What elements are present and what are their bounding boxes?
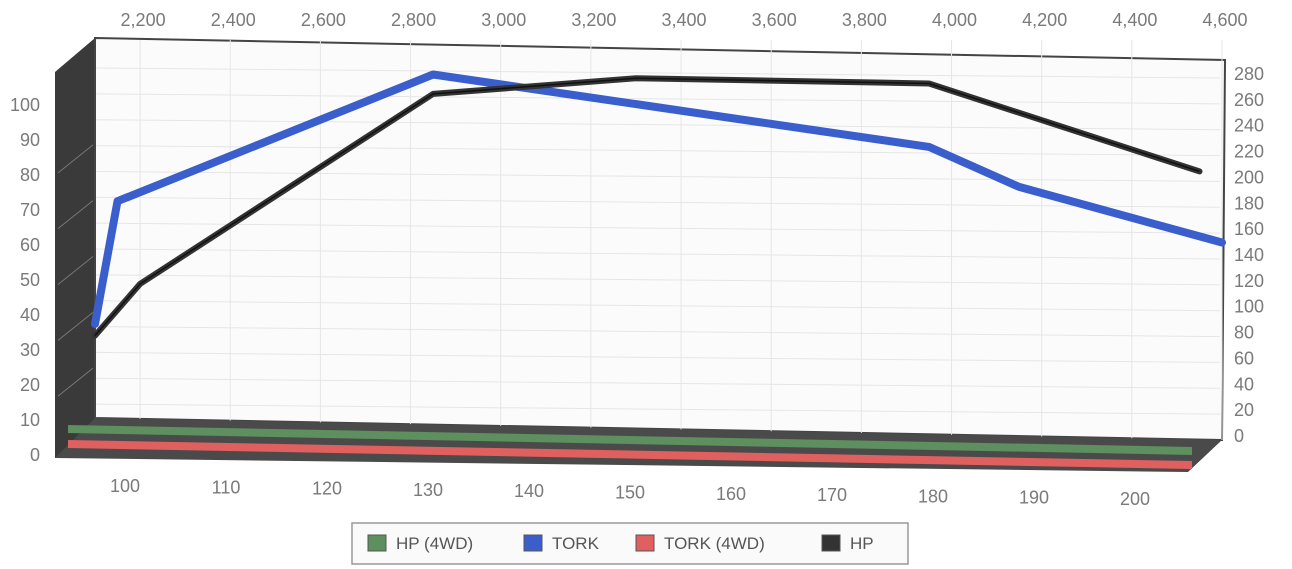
legend-label-tork-4wd: TORK (4WD): [664, 534, 765, 553]
bottom-axis-tick-label: 160: [716, 484, 746, 504]
right-axis-tick-label: 180: [1234, 193, 1264, 213]
left-axis-ticks: 0 10 20 30 40 50 60 70 80 90 100: [10, 95, 40, 465]
left-axis-tick-label: 60: [20, 235, 40, 255]
grid-line-horizontal: [95, 326, 1221, 338]
left-axis-tick-label: 90: [20, 130, 40, 150]
series-ribbon-hp-4wd: [68, 425, 1192, 455]
top-axis-tick-label: 3,800: [842, 10, 887, 30]
legend-label-hp: HP: [850, 534, 874, 553]
legend-swatch-hp: [821, 534, 841, 552]
grid-line-horizontal: [95, 300, 1221, 312]
bottom-axis-tick-label: 110: [212, 477, 241, 497]
top-axis-tick-label: 4,400: [1112, 10, 1157, 30]
top-axis-tick-label: 4,200: [1022, 10, 1067, 30]
right-axis-ticks: 0 20 40 60 80 100 120 140 160 180 200 220 240 260 280: [1234, 64, 1264, 446]
bottom-axis-tick-label: 130: [413, 480, 443, 500]
legend-label-tork: TORK: [552, 534, 600, 553]
flat-series: [68, 425, 1192, 469]
series-line-tork: [91, 70, 1226, 328]
grid-line-horizontal: [95, 196, 1221, 208]
legend-swatch-tork-4wd: [635, 534, 655, 552]
top-axis-tick-label: 4,600: [1202, 10, 1247, 30]
top-axis-tick-label: 3,600: [752, 10, 797, 30]
right-axis-tick-label: 100: [1234, 297, 1264, 317]
right-axis-tick-label: 240: [1234, 116, 1264, 136]
left-wall-grid: [57, 311, 94, 341]
left-axis-tick-label: 40: [20, 305, 40, 325]
bottom-axis-tick-label: 120: [312, 479, 342, 499]
bottom-axis-tick-label: 140: [514, 481, 544, 501]
grid-line-horizontal: [95, 170, 1221, 182]
bottom-axis-tick-label: 180: [918, 486, 948, 506]
left-wall: [55, 38, 95, 458]
legend-swatch-tork: [523, 534, 543, 552]
series-lines: [91, 70, 1226, 339]
top-axis-tick-label: 3,200: [571, 10, 616, 30]
left-axis-tick-label: 20: [20, 375, 40, 395]
right-axis-tick-label: 260: [1234, 90, 1264, 110]
grid-lines: [57, 40, 1223, 440]
grid-line-horizontal: [95, 67, 1221, 79]
left-wall-grid: [57, 200, 94, 230]
top-axis-tick-label: 4,000: [932, 10, 977, 30]
grid-line-horizontal: [95, 403, 1221, 415]
legend-swatch-hp-4wd: [367, 534, 387, 552]
left-axis-tick-label: 80: [20, 165, 40, 185]
right-axis-tick-label: 200: [1234, 167, 1264, 187]
right-axis-tick-label: 80: [1234, 323, 1254, 343]
top-axis-tick-label: 3,000: [481, 10, 526, 30]
series-ribbon-tork-4wd: [68, 440, 1192, 469]
grid-line-horizontal: [95, 377, 1221, 389]
right-axis-tick-label: 280: [1234, 64, 1264, 84]
grid-line-horizontal: [95, 119, 1221, 131]
left-axis-tick-label: 10: [20, 410, 40, 430]
top-axis-tick-label: 2,200: [121, 10, 166, 30]
bottom-axis-tick-label: 170: [817, 485, 847, 505]
left-axis-tick-label: 0: [30, 445, 40, 465]
bottom-axis-tick-label: 190: [1019, 488, 1049, 508]
series-line-hp-edge: [94, 77, 1200, 337]
left-axis-tick-label: 50: [20, 270, 40, 290]
top-axis-tick-label: 3,400: [662, 10, 707, 30]
right-axis-tick-label: 20: [1234, 400, 1254, 420]
right-axis-tick-label: 160: [1234, 219, 1264, 239]
grid-line-horizontal: [95, 274, 1221, 286]
grid-line-horizontal: [95, 222, 1221, 234]
bottom-axis-tick-label: 200: [1120, 489, 1150, 509]
top-axis-ticks: 2,200 2,400 2,600 2,800 3,000 3,200 3,400 3,600…: [121, 10, 1248, 30]
right-axis-tick-label: 60: [1234, 348, 1254, 368]
top-axis-tick-label: 2,600: [301, 10, 346, 30]
top-axis-tick-label: 2,800: [391, 10, 436, 30]
right-axis-tick-label: 140: [1234, 245, 1264, 265]
right-axis-tick-label: 220: [1234, 142, 1264, 162]
grid-line-horizontal: [95, 145, 1221, 157]
left-wall-grid: [57, 256, 94, 285]
bottom-axis-tick-label: 150: [615, 483, 645, 503]
left-axis-tick-label: 70: [20, 200, 40, 220]
grid-line-horizontal: [95, 248, 1221, 260]
left-axis-tick-label: 100: [10, 95, 40, 115]
right-axis-tick-label: 40: [1234, 374, 1254, 394]
left-wall-grid: [57, 367, 94, 397]
legend-label-hp-4wd: HP (4WD): [396, 534, 473, 553]
right-axis-tick-label: 120: [1234, 271, 1264, 291]
grid-line-horizontal: [95, 351, 1221, 363]
left-axis-tick-label: 30: [20, 340, 40, 360]
left-wall-grid: [57, 144, 94, 174]
legend-box: [351, 522, 909, 565]
top-axis-tick-label: 2,400: [211, 10, 256, 30]
bottom-axis-tick-label: 100: [110, 476, 140, 496]
grid-line-horizontal: [95, 93, 1221, 105]
legend: HP (4WD) TORK TORK (4WD) HP: [351, 522, 909, 565]
bottom-axis-ticks: 100 110 120 130 140 150 160 170 180 190 200: [110, 476, 1150, 509]
right-axis-tick-label: 0: [1234, 426, 1244, 446]
